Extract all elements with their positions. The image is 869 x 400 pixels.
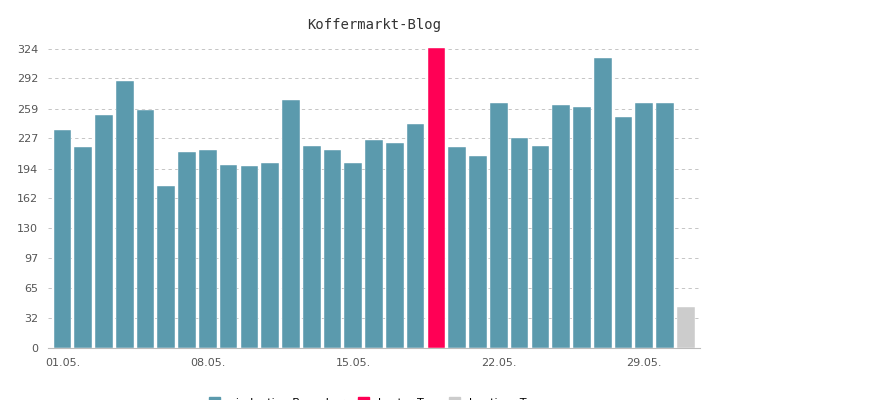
Bar bbox=[323, 150, 341, 348]
Bar bbox=[74, 147, 92, 348]
Bar bbox=[199, 150, 216, 348]
Bar bbox=[614, 117, 632, 348]
Bar bbox=[54, 130, 71, 348]
Bar bbox=[386, 143, 403, 348]
Legend: eindeutige Besucher, bester Tag, heutiger Tag: eindeutige Besucher, bester Tag, heutige… bbox=[209, 397, 538, 400]
Bar bbox=[655, 103, 673, 348]
Bar bbox=[302, 146, 320, 348]
Bar bbox=[241, 166, 258, 348]
Bar bbox=[220, 165, 237, 348]
Bar bbox=[468, 156, 487, 348]
Bar bbox=[407, 124, 424, 348]
Bar bbox=[178, 152, 196, 348]
Bar bbox=[157, 186, 175, 348]
Bar bbox=[531, 146, 548, 348]
Bar bbox=[448, 147, 466, 348]
Bar bbox=[261, 163, 279, 348]
Title: Koffermarkt-Blog: Koffermarkt-Blog bbox=[307, 18, 441, 32]
Bar bbox=[428, 48, 445, 348]
Bar bbox=[365, 140, 382, 348]
Bar bbox=[136, 110, 154, 348]
Bar bbox=[552, 105, 569, 348]
Bar bbox=[95, 115, 113, 348]
Bar bbox=[344, 163, 362, 348]
Bar bbox=[116, 81, 134, 348]
Bar bbox=[489, 103, 507, 348]
Bar bbox=[676, 307, 693, 348]
Bar bbox=[634, 103, 653, 348]
Bar bbox=[594, 58, 611, 348]
Bar bbox=[282, 100, 300, 348]
Bar bbox=[573, 107, 590, 348]
Bar bbox=[510, 138, 527, 348]
